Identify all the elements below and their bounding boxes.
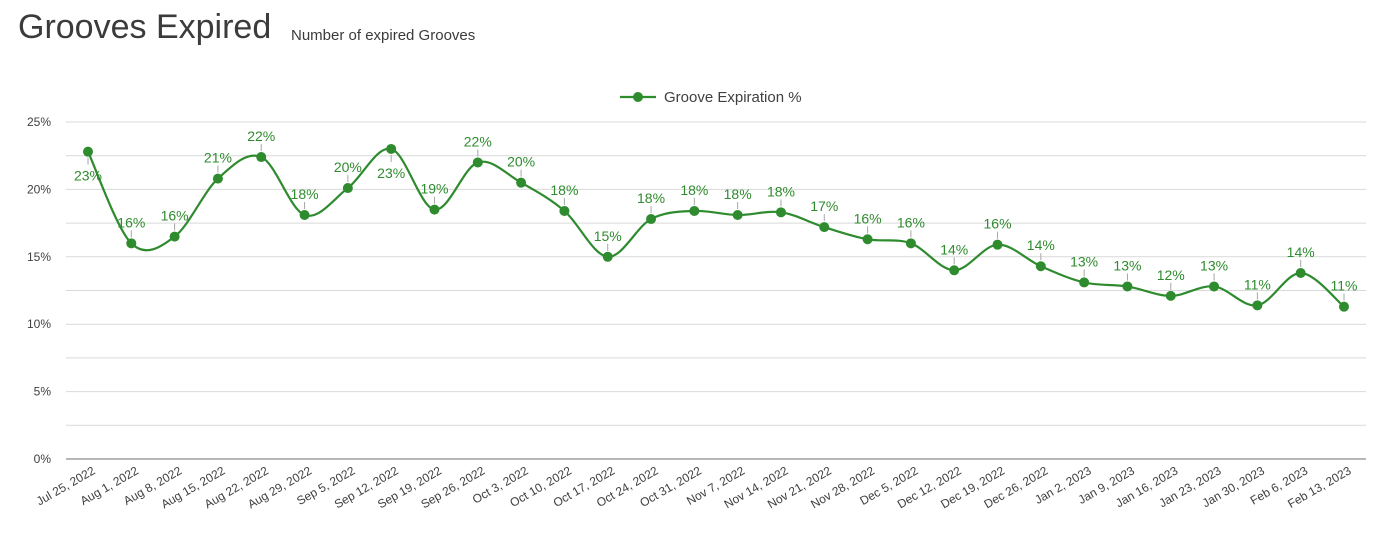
data-label: 18% <box>637 190 665 206</box>
data-point[interactable] <box>1295 267 1306 278</box>
data-point[interactable] <box>602 251 613 262</box>
data-point[interactable] <box>646 214 657 225</box>
y-tick-label: 20% <box>27 182 51 196</box>
data-label: 13% <box>1113 257 1141 273</box>
data-point[interactable] <box>1252 300 1263 311</box>
data-point[interactable] <box>1035 261 1046 272</box>
data-point[interactable] <box>559 205 570 216</box>
data-point[interactable] <box>429 204 440 215</box>
data-label: 14% <box>1287 244 1315 260</box>
data-point[interactable] <box>386 143 397 154</box>
data-point[interactable] <box>1165 290 1176 301</box>
data-label: 20% <box>334 159 362 175</box>
data-label: 13% <box>1070 253 1098 269</box>
data-point[interactable] <box>689 205 700 216</box>
data-label: 23% <box>377 165 405 181</box>
data-label: 17% <box>810 198 838 214</box>
data-label: 14% <box>940 241 968 257</box>
data-label: 16% <box>854 210 882 226</box>
data-point[interactable] <box>126 238 137 249</box>
legend-marker-swatch <box>633 92 643 102</box>
y-axis: 0% 5% 10% 15% 20% 25% <box>27 115 51 466</box>
data-label: 16% <box>897 214 925 230</box>
data-point[interactable] <box>905 238 916 249</box>
data-point[interactable] <box>819 222 830 233</box>
data-point[interactable] <box>299 210 310 221</box>
y-tick-label: 10% <box>27 317 51 331</box>
legend-label: Groove Expiration % <box>664 89 802 106</box>
data-point[interactable] <box>169 231 180 242</box>
data-label: 18% <box>724 186 752 202</box>
data-point[interactable] <box>949 265 960 276</box>
series-line <box>87 147 1345 308</box>
data-point[interactable] <box>775 207 786 218</box>
data-point[interactable] <box>256 152 267 163</box>
y-tick-label: 5% <box>34 385 52 399</box>
data-point[interactable] <box>862 234 873 245</box>
gridlines <box>66 121 1366 426</box>
data-point[interactable] <box>1339 301 1349 312</box>
data-label: 18% <box>680 182 708 198</box>
data-label: 20% <box>507 154 535 170</box>
data-point[interactable] <box>1209 281 1220 292</box>
data-label: 16% <box>161 208 189 224</box>
data-label: 22% <box>247 128 275 144</box>
data-label: 11% <box>1331 278 1358 294</box>
data-label: 13% <box>1200 257 1228 273</box>
series-layer <box>83 143 1349 312</box>
data-label: 12% <box>1157 267 1185 283</box>
data-label: 22% <box>464 133 492 149</box>
data-point[interactable] <box>83 146 93 157</box>
data-label: 16% <box>984 216 1012 232</box>
data-point[interactable] <box>732 210 743 221</box>
data-label: 21% <box>204 150 232 166</box>
legend[interactable]: Groove Expiration % <box>620 89 802 106</box>
data-label: 14% <box>1027 237 1055 253</box>
data-point[interactable] <box>212 173 223 184</box>
data-point[interactable] <box>1122 281 1133 292</box>
data-point[interactable] <box>516 177 527 188</box>
data-label: 18% <box>550 182 578 198</box>
data-label-leaders <box>87 144 1345 301</box>
y-tick-label: 15% <box>27 250 51 264</box>
data-label: 11% <box>1244 276 1271 292</box>
data-label: 15% <box>594 228 622 244</box>
page-subtitle: Number of expired Grooves <box>291 27 476 44</box>
data-label: 16% <box>117 214 145 230</box>
y-tick-label: 25% <box>27 115 51 129</box>
data-point[interactable] <box>472 157 483 168</box>
data-label: 18% <box>767 183 795 199</box>
data-labels: 23% 16% 16% 21% 22% 18% 20% 23% 19% 22% 20% 18% 15% 1… <box>74 128 1358 294</box>
data-point[interactable] <box>1079 277 1090 288</box>
y-tick-label: 0% <box>34 452 52 466</box>
data-label: 19% <box>420 181 448 197</box>
page-title: Grooves Expired <box>18 8 272 46</box>
data-point[interactable] <box>992 239 1003 250</box>
data-point[interactable] <box>342 183 353 194</box>
data-label: 23% <box>74 168 102 184</box>
data-label: 18% <box>291 186 319 202</box>
